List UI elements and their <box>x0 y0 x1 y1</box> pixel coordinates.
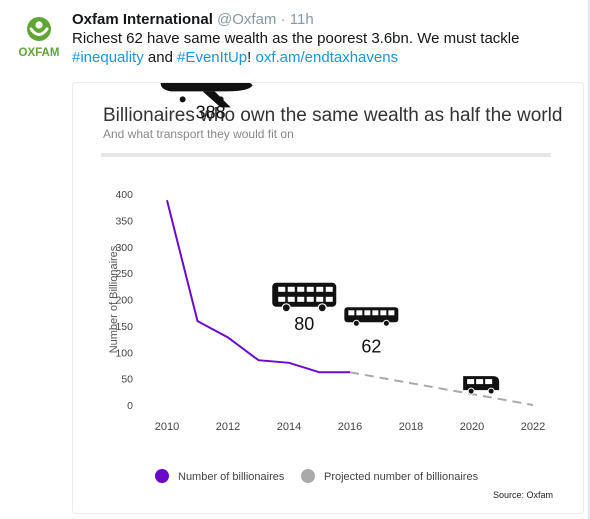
y-tick-label: 400 <box>115 189 133 201</box>
y-tick-label: 0 <box>127 400 133 412</box>
y-tick-label: 200 <box>115 295 133 307</box>
airplane-icon <box>160 83 253 108</box>
x-tick-label: 2010 <box>155 421 179 433</box>
legend-label-billionaires: Number of billionaires <box>178 471 285 483</box>
oxfam-avatar[interactable]: OXFAM <box>14 12 64 62</box>
y-tick-label: 350 <box>115 215 133 227</box>
title-divider <box>101 153 551 157</box>
y-tick-label: 50 <box>121 374 133 386</box>
tweet-text-part: Richest 62 have same wealth as the poore… <box>72 30 520 47</box>
billionaires-chart: Billionaires who own the same wealth as … <box>101 83 562 500</box>
tweet-text-part: ! <box>247 49 256 66</box>
chart-source: Source: Oxfam <box>493 490 553 500</box>
y-tick-label: 250 <box>115 268 133 280</box>
minibus-icon <box>463 376 500 395</box>
y-tick-label: 100 <box>115 347 133 359</box>
tweet-header: Oxfam International @Oxfam · 11h <box>72 10 582 30</box>
oxfam-logo-icon: OXFAM <box>19 17 60 59</box>
double-decker-bus-icon <box>272 282 337 313</box>
billionaires-series-line <box>166 200 350 374</box>
y-tick-label: 300 <box>115 242 133 254</box>
x-tick-label: 2020 <box>460 421 484 433</box>
annotation-label: 62 <box>361 336 381 356</box>
page-scrollbar[interactable] <box>588 0 590 519</box>
x-tick-label: 2018 <box>399 421 423 433</box>
hashtag-inequality-link[interactable]: #inequality <box>72 49 144 66</box>
legend-marker-billionaires <box>155 469 169 483</box>
y-axis-label: Number of Billionaires <box>108 245 120 353</box>
author-name[interactable]: Oxfam International <box>72 11 213 28</box>
tweet-url-link[interactable]: oxf.am/endtaxhavens <box>255 49 399 66</box>
x-tick-label: 2016 <box>338 421 362 433</box>
legend-label-projected: Projected number of billionaires <box>324 471 479 483</box>
x-tick-label: 2012 <box>216 421 240 433</box>
tweet-timestamp[interactable]: 11h <box>289 11 314 28</box>
annotation-label: 80 <box>294 314 314 334</box>
tweet-text-part: and <box>143 49 178 66</box>
x-tick-label: 2022 <box>521 421 545 433</box>
legend-marker-projected <box>301 469 315 483</box>
tweet-text: Richest 62 have same wealth as the poore… <box>72 29 582 67</box>
annotation-label: 388 <box>196 102 226 122</box>
tweet-image[interactable]: Billionaires who own the same wealth as … <box>72 82 584 514</box>
author-handle[interactable]: @Oxfam <box>217 11 277 28</box>
chart-subtitle: And what transport they would fit on <box>103 127 294 141</box>
projected-series-line <box>349 371 534 406</box>
svg-text:OXFAM: OXFAM <box>19 47 60 59</box>
header-separator: · <box>276 11 290 28</box>
bus-icon <box>344 307 399 327</box>
y-tick-label: 150 <box>115 321 133 333</box>
hashtag-evenitup-link[interactable]: #EvenItUp <box>177 49 248 66</box>
x-tick-label: 2014 <box>277 421 301 433</box>
chart-title: Billionaires who own the same wealth as … <box>103 105 562 126</box>
